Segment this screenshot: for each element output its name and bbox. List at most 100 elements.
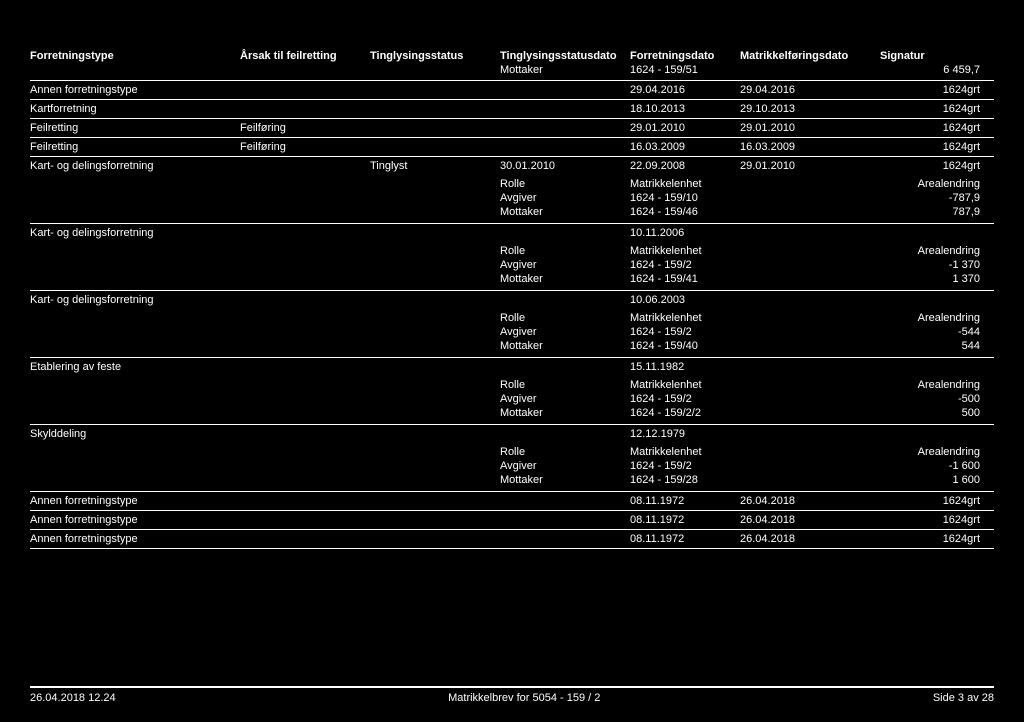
cell (370, 122, 500, 134)
table-row: Kart- og delingsforretning Tinglyst30.01.… (30, 156, 994, 175)
header-col: Årsak til feilretting (240, 50, 370, 62)
sub-cell: 1624 - 159/28 (630, 474, 880, 486)
table-row: FeilrettingFeilføring16.03.200916.03.200… (30, 137, 994, 156)
header-col: Matrikkelføringsdato (740, 50, 880, 62)
sub-cell: 1624 - 159/41 (630, 273, 880, 285)
cell: Annen forretningstype (30, 533, 240, 545)
cell: 18.10.2013 (630, 103, 740, 115)
cell: Tinglyst (370, 160, 500, 172)
cell: 1624grt (880, 533, 980, 545)
cell (240, 160, 370, 172)
sub-head-cell: Rolle (500, 312, 630, 324)
sub-header: RolleMatrikkelenhetArealendring (30, 378, 994, 392)
cell (370, 227, 500, 239)
cell: 29.10.2013 (740, 103, 880, 115)
header-col: Forretningsdato (630, 50, 740, 62)
cell (500, 361, 630, 373)
cell: 1624grt (880, 514, 980, 526)
cell (740, 428, 880, 440)
sub-cell: Mottaker (500, 273, 630, 285)
subheader-val: 6 459,7 (880, 64, 980, 76)
sub-row: Mottaker1624 - 159/46787,9 (30, 205, 994, 219)
sub-head-cell: Arealendring (880, 312, 980, 324)
cell (880, 361, 980, 373)
table-header: Forretningstype Årsak til feilretting Ti… (30, 50, 994, 64)
sub-cell: 500 (880, 407, 980, 419)
cell: 26.04.2018 (740, 495, 880, 507)
sub-head-cell: Arealendring (880, 379, 980, 391)
cell: 26.04.2018 (740, 514, 880, 526)
cell: 1624grt (880, 141, 980, 153)
sub-row: Avgiver1624 - 159/2-1 370 (30, 258, 994, 272)
sub-head-cell: Arealendring (880, 245, 980, 257)
cell (370, 514, 500, 526)
cell: 08.11.1972 (630, 514, 740, 526)
cell: Kart- og delingsforretning (30, 160, 240, 172)
sub-cell: 1624 - 159/46 (630, 206, 880, 218)
cell: 30.01.2010 (500, 160, 630, 172)
sub-row: Mottaker1624 - 159/2/2500 (30, 406, 994, 420)
sub-cell: Mottaker (500, 340, 630, 352)
cell: Kart- og delingsforretning (30, 294, 240, 306)
cell: Skylddeling (30, 428, 240, 440)
sub-header: RolleMatrikkelenhetArealendring (30, 244, 994, 258)
cell (500, 227, 630, 239)
cell: Feilføring (240, 122, 370, 134)
sub-head-cell: Matrikkelenhet (630, 379, 880, 391)
cell: 29.04.2016 (630, 84, 740, 96)
sub-cell: -787,9 (880, 192, 980, 204)
cell: Etablering av feste (30, 361, 240, 373)
sub-head-cell: Arealendring (880, 446, 980, 458)
cell: Kartforretning (30, 103, 240, 115)
sub-head-cell: Arealendring (880, 178, 980, 190)
sub-row: Mottaker1624 - 159/411 370 (30, 272, 994, 286)
sub-cell: 1 370 (880, 273, 980, 285)
cell (880, 294, 980, 306)
cell (240, 294, 370, 306)
sub-head-cell: Rolle (500, 379, 630, 391)
sub-cell: 544 (880, 340, 980, 352)
sub-header: RolleMatrikkelenhetArealendring (30, 311, 994, 325)
cell: 08.11.1972 (630, 495, 740, 507)
sub-cell: 1624 - 159/2 (630, 326, 880, 338)
cell (370, 294, 500, 306)
cell (240, 495, 370, 507)
footer-title: Matrikkelbrev for 5054 - 159 / 2 (448, 692, 600, 704)
cell (500, 141, 630, 153)
table-subheader: Mottaker 1624 - 159/51 6 459,7 (30, 64, 994, 80)
sub-cell: Mottaker (500, 474, 630, 486)
cell: 29.01.2010 (740, 122, 880, 134)
cell: 1624grt (880, 495, 980, 507)
cell (500, 122, 630, 134)
header-col: Forretningstype (30, 50, 240, 62)
sub-block: RolleMatrikkelenhetArealendringAvgiver16… (30, 242, 994, 290)
table-row: Annen forretningstype08.11.197226.04.201… (30, 510, 994, 529)
cell (880, 428, 980, 440)
cell (370, 361, 500, 373)
sub-cell: 1 600 (880, 474, 980, 486)
footer-timestamp: 26.04.2018 12.24 (30, 692, 116, 704)
sub-head-cell: Matrikkelenhet (630, 178, 880, 190)
sub-cell: -544 (880, 326, 980, 338)
table-row: FeilrettingFeilføring29.01.201029.01.201… (30, 118, 994, 137)
cell (500, 533, 630, 545)
sub-cell: -1 370 (880, 259, 980, 271)
table-row: Annen forretningstype08.11.197226.04.201… (30, 491, 994, 510)
table-row: Skylddeling 12.12.1979 (30, 424, 994, 443)
sub-head-cell: Rolle (500, 446, 630, 458)
cell (240, 428, 370, 440)
cell (370, 84, 500, 96)
sub-row: Avgiver1624 - 159/2-500 (30, 392, 994, 406)
sub-head-cell: Matrikkelenhet (630, 245, 880, 257)
page-footer: 26.04.2018 12.24 Matrikkelbrev for 5054 … (30, 686, 994, 704)
cell: Feilretting (30, 122, 240, 134)
cell: 1624grt (880, 103, 980, 115)
table-row: Kartforretning 18.10.201329.10.20131624gr… (30, 99, 994, 118)
cell (240, 533, 370, 545)
cell (500, 514, 630, 526)
cell: 12.12.1979 (630, 428, 740, 440)
cell: Annen forretningstype (30, 84, 240, 96)
sub-block: RolleMatrikkelenhetArealendringAvgiver16… (30, 309, 994, 357)
table-row: Kart- og delingsforretning10.06.2003 (30, 290, 994, 309)
cell: 16.03.2009 (740, 141, 880, 153)
